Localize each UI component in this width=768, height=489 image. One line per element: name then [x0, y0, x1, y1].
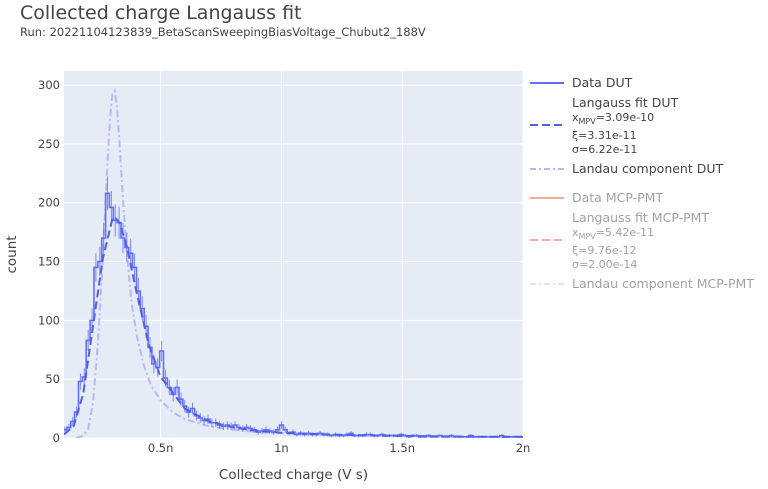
y-tick-label: 0 [53, 431, 60, 445]
grid [64, 71, 524, 439]
legend-line-icon [530, 197, 564, 200]
legend-param-sigma: σ=2.00e-14 [572, 258, 638, 272]
x-axis-title: Collected charge (V s) [219, 467, 368, 483]
legend-item-data-dut[interactable]: Data DUT [530, 75, 766, 91]
legend-dash-icon [530, 239, 564, 242]
legend-param-sigma: σ=6.22e-11 [572, 143, 638, 157]
langauss-fit-line [64, 215, 523, 438]
y-tick-label: 50 [45, 372, 60, 386]
legend-item-fit-mcp[interactable]: Langauss fit MCP-PMT xMPV=5.42e-11 ξ=9.7… [530, 210, 766, 272]
legend-param-xi: ξ=9.76e-12 [572, 244, 637, 258]
series-layer [64, 88, 523, 438]
legend-group-dut: Data DUT Langauss fit DUT xMPV=3.09e-10 … [530, 75, 766, 177]
legend-param-xmpv: xMPV=5.42e-11 [572, 226, 655, 242]
legend-item-fit-dut[interactable]: Langauss fit DUT xMPV=3.09e-10 ξ=3.31e-1… [530, 95, 766, 157]
legend-label: Langauss fit MCP-PMT [572, 210, 710, 226]
axes: 0 50 100 150 200 250 300 0.5n 1n 1.5n 2n [38, 78, 530, 455]
y-tick-label: 100 [38, 313, 60, 327]
legend-label: Landau component DUT [572, 161, 724, 177]
legend-param-xi: ξ=3.31e-11 [572, 129, 637, 143]
chart-title: Collected charge Langauss fit [20, 2, 302, 24]
data-histogram-line [64, 192, 523, 438]
legend-item-data-mcp[interactable]: Data MCP-PMT [530, 190, 766, 206]
legend-group-mcp: Data MCP-PMT Langauss fit MCP-PMT xMPV=5… [530, 190, 766, 292]
legend-item-landau-mcp[interactable]: Landau component MCP-PMT [530, 276, 766, 292]
landau-component-line [75, 88, 523, 438]
legend-label: Data MCP-PMT [572, 190, 664, 206]
x-tick-label: 1.5n [389, 441, 415, 455]
legend-param-xmpv: xMPV=3.09e-10 [572, 111, 655, 127]
legend-line-icon [530, 82, 564, 84]
y-tick-label: 200 [38, 196, 60, 210]
legend-item-landau-dut[interactable]: Landau component DUT [530, 161, 766, 177]
y-tick-label: 300 [38, 78, 60, 92]
x-tick-label: 2n [516, 441, 531, 455]
legend-label: Data DUT [572, 75, 633, 90]
legend-dash-icon [530, 124, 564, 126]
y-tick-label: 250 [38, 137, 60, 151]
legend-label: Langauss fit DUT [572, 95, 679, 110]
y-axis-title: count [4, 235, 20, 273]
y-tick-label: 150 [38, 255, 60, 269]
plot-area [64, 71, 523, 438]
legend-dashdot-icon [530, 168, 564, 171]
legend-dashdot-icon [530, 283, 564, 286]
legend-label: Landau component MCP-PMT [572, 276, 754, 292]
legend[interactable]: Data DUT Langauss fit DUT xMPV=3.09e-10 … [530, 75, 766, 305]
x-tick-label: 0.5n [148, 441, 174, 455]
x-tick-label: 1n [274, 441, 289, 455]
chart-subtitle: Run: 20221104123839_BetaScanSweepingBias… [20, 25, 426, 39]
